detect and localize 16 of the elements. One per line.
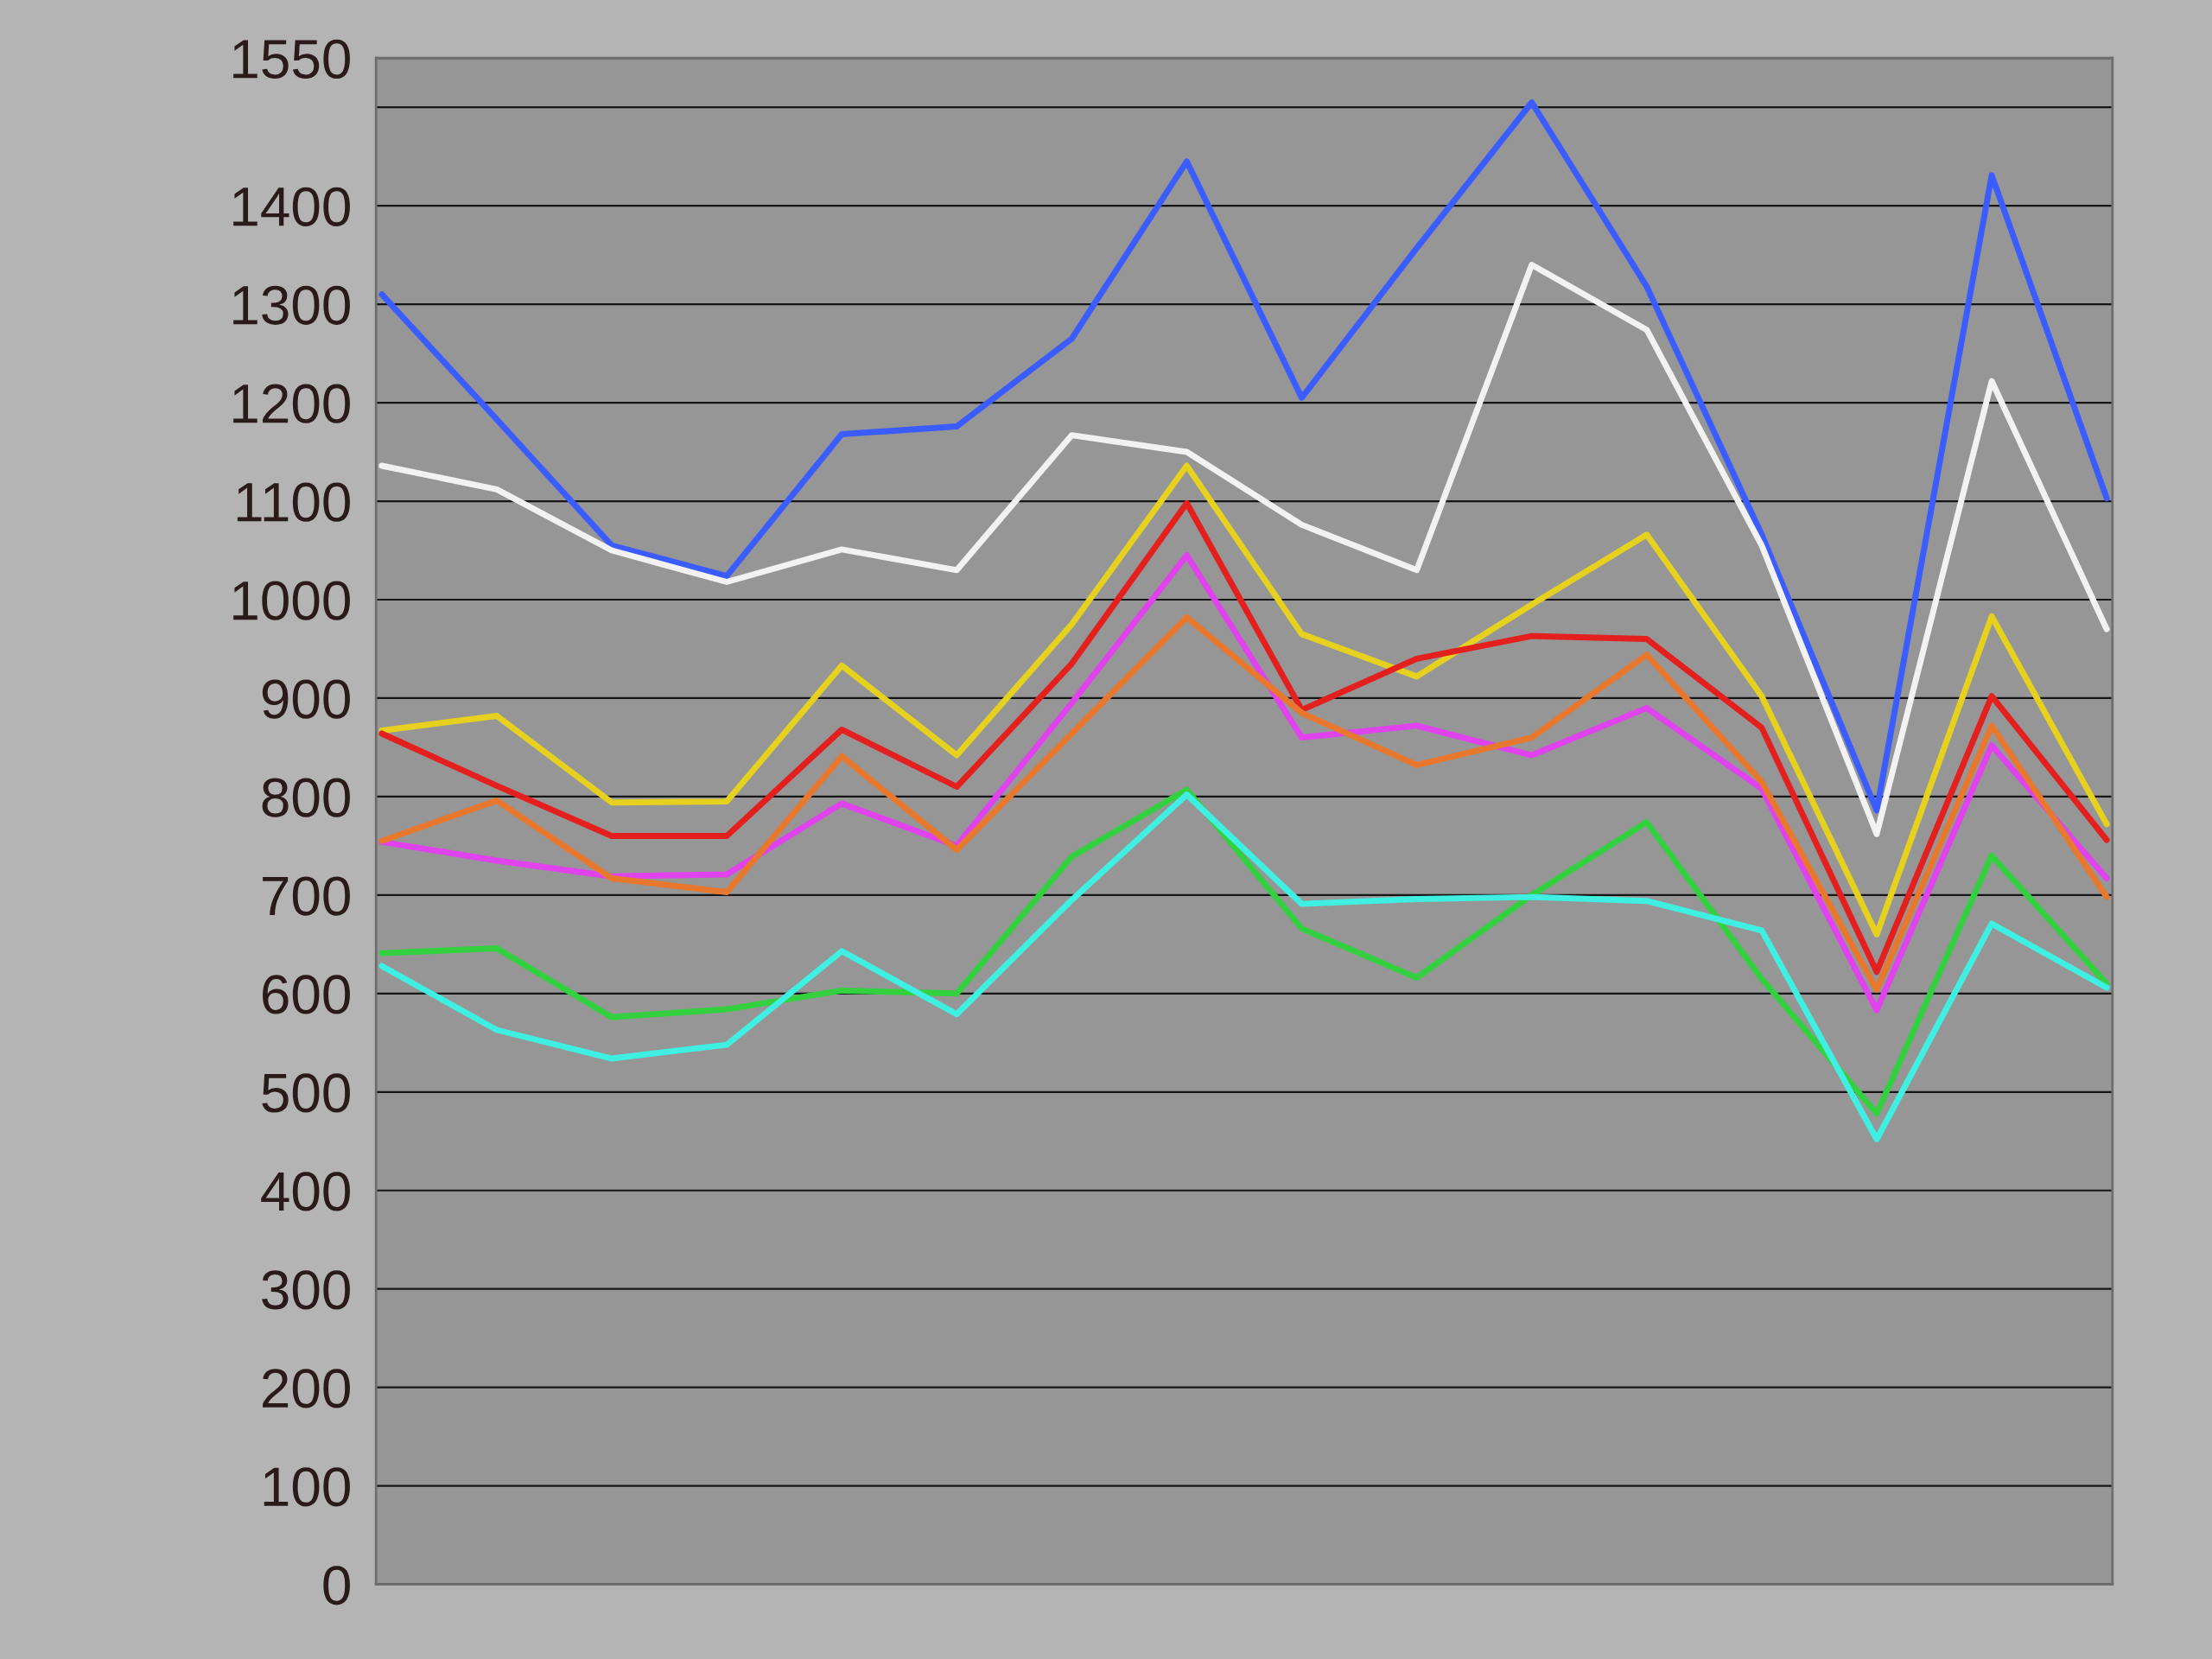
y-tick-label: 700 xyxy=(263,876,350,916)
y-tick-label: 200 xyxy=(263,1369,350,1408)
y-tick-label: 400 xyxy=(261,1172,350,1211)
y-tick-label: 800 xyxy=(262,778,350,817)
y-tick-label: 1400 xyxy=(233,187,350,226)
y-tick-label: 600 xyxy=(263,975,350,1014)
y-tick-label: 1000 xyxy=(233,581,350,620)
y-tick-label: 300 xyxy=(262,1270,350,1310)
y-tick-label: 1100 xyxy=(237,482,350,522)
y-tick-label: 500 xyxy=(262,1073,350,1113)
y-tick-label: 1200 xyxy=(233,384,350,423)
y-tick-label: 900 xyxy=(262,679,350,719)
y-tick-label: 1550 xyxy=(233,39,350,79)
y-tick-label: 1300 xyxy=(233,285,350,325)
y-tick-label: 0 xyxy=(323,1566,350,1605)
y-tick-label: 100 xyxy=(264,1467,350,1507)
